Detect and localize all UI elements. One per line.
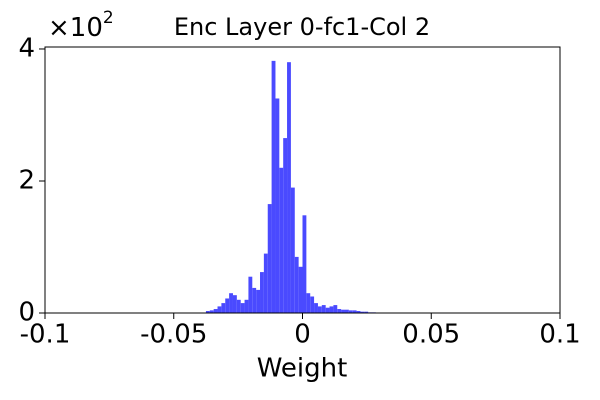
bar bbox=[360, 311, 365, 313]
bar bbox=[236, 299, 241, 313]
bar bbox=[356, 311, 361, 313]
bar bbox=[275, 98, 280, 313]
bar bbox=[232, 295, 237, 313]
x-axis-label: Weight bbox=[257, 354, 348, 384]
bar bbox=[209, 310, 214, 313]
x-tick-label: -0.1 bbox=[20, 320, 71, 350]
bar bbox=[248, 276, 253, 313]
bar bbox=[302, 215, 307, 313]
bar bbox=[341, 309, 345, 313]
bar bbox=[283, 138, 288, 313]
y-tick-label: 0 bbox=[18, 298, 35, 328]
bar bbox=[321, 305, 326, 313]
x-tick-label: -0.05 bbox=[140, 320, 207, 350]
bar bbox=[225, 298, 230, 313]
x-tick-label: 0 bbox=[294, 320, 311, 350]
bar bbox=[279, 167, 284, 313]
bar bbox=[260, 272, 264, 313]
bar bbox=[205, 311, 210, 313]
bar bbox=[263, 253, 268, 313]
x-tick-label: 0.1 bbox=[539, 320, 580, 350]
bar bbox=[213, 309, 218, 313]
bar bbox=[256, 289, 261, 313]
bar bbox=[290, 187, 295, 313]
bar bbox=[271, 60, 276, 314]
bar bbox=[310, 296, 315, 313]
bar bbox=[325, 307, 330, 313]
bar bbox=[244, 299, 249, 313]
bar bbox=[344, 309, 349, 313]
bar bbox=[352, 310, 357, 313]
bar bbox=[348, 310, 353, 313]
bar bbox=[306, 293, 311, 313]
bar bbox=[217, 306, 222, 313]
bar bbox=[294, 256, 299, 313]
offset-text: ×102 bbox=[48, 8, 114, 43]
bar bbox=[267, 204, 272, 313]
bar bbox=[329, 306, 334, 313]
bar bbox=[287, 62, 291, 314]
bar bbox=[240, 303, 245, 313]
bar bbox=[333, 305, 338, 313]
y-tick-label: 2 bbox=[18, 165, 35, 195]
bar bbox=[221, 303, 226, 313]
bar bbox=[337, 309, 342, 313]
bar bbox=[364, 311, 369, 313]
bar bbox=[298, 266, 303, 313]
bar bbox=[252, 287, 257, 313]
bar bbox=[229, 293, 233, 313]
x-tick-label: 0.05 bbox=[402, 320, 460, 350]
bar bbox=[317, 306, 322, 313]
y-tick-label: 4 bbox=[18, 33, 35, 63]
chart-title: Enc Layer 0-fc1-Col 2 bbox=[174, 13, 430, 41]
bar bbox=[314, 303, 318, 313]
